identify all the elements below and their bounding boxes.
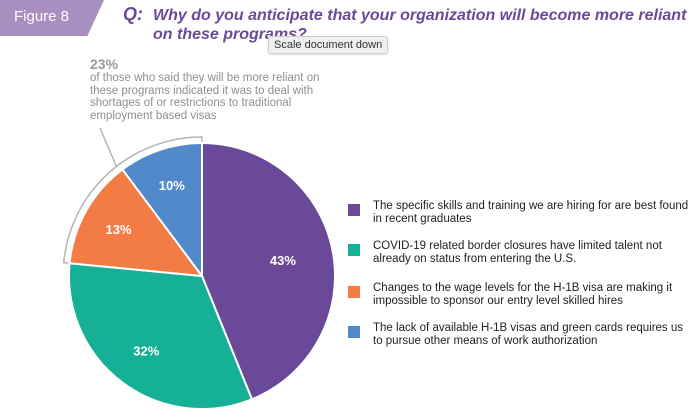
pie-slice: [121, 141, 203, 280]
figure-label: Figure 8: [14, 8, 70, 25]
legend-swatch: [348, 244, 360, 256]
callout-bracket: [62, 136, 203, 264]
pie-slice: [201, 141, 336, 401]
legend-label: Changes to the wage levels for the H-1B …: [373, 282, 673, 307]
legend-swatch: [348, 286, 360, 298]
legend-label: COVID-19 related border closures have li…: [373, 240, 662, 265]
tooltip: Scale document down: [268, 36, 389, 54]
annotation-percent: 23%: [90, 56, 119, 72]
legend-label: The specific skills and training we are …: [373, 200, 689, 225]
legend-swatch: [348, 204, 360, 216]
figure-tab: Figure 8: [0, 0, 104, 36]
legend-label: The lack of available H-1B visas and gre…: [373, 322, 684, 347]
slice-label: 13%: [106, 222, 132, 237]
callout-leader-line: [99, 127, 118, 167]
pie-slice: [68, 262, 254, 410]
question-mark-label: Q:: [123, 4, 143, 24]
slice-label: 32%: [133, 344, 159, 359]
slice-label: 10%: [159, 178, 185, 193]
pie-slice: [68, 168, 205, 278]
legend-swatch: [348, 326, 360, 338]
slice-label: 43%: [270, 253, 296, 268]
annotation-text: of those who said they will be more reli…: [90, 72, 320, 122]
